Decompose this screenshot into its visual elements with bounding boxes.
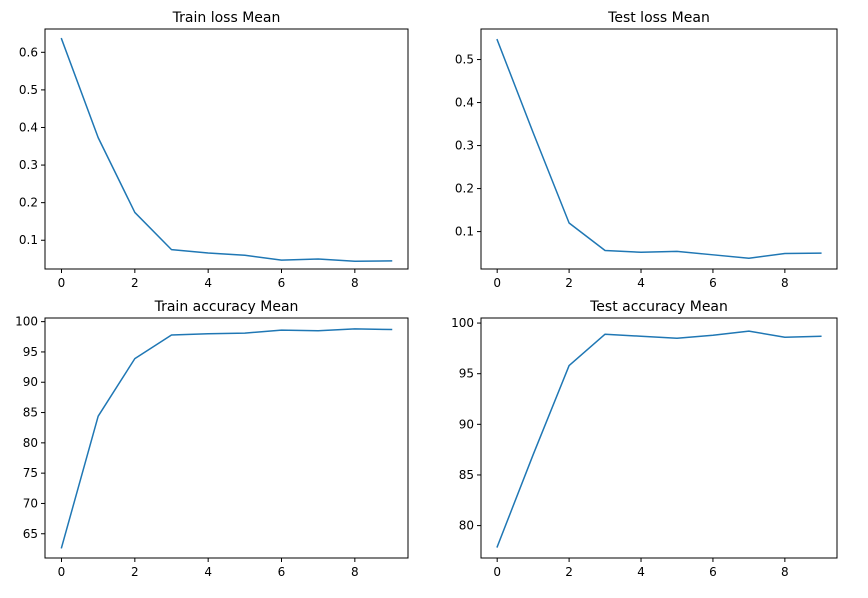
train-accuracy-panel: Train accuracy Mean 0 2 4 6 8 65 70 75 80 85 90 95 10… (15, 299, 409, 579)
test-accuracy-axes-frame (480, 317, 838, 559)
train-accuracy-y-tick-label: 80 (23, 436, 38, 450)
test-accuracy-x-tick-label: 6 (709, 565, 717, 579)
train-loss-x-tick-label: 6 (278, 276, 286, 290)
test-loss-x-tick-label: 0 (493, 276, 501, 290)
test-loss-y-tick-label: 0.1 (455, 225, 474, 239)
train-accuracy-x-tick-label: 8 (351, 565, 359, 579)
test-accuracy-y-tick-label: 85 (459, 468, 474, 482)
train-loss-y-tick-label: 0.2 (19, 196, 38, 210)
test-loss-x-tick-label: 6 (709, 276, 717, 290)
test-loss-x-tick-label: 4 (637, 276, 645, 290)
train-loss-y-tick-label: 0.1 (19, 233, 38, 247)
train-accuracy-y-tick-label: 75 (23, 466, 38, 480)
test-accuracy-y-tick-label: 80 (459, 519, 474, 533)
train-accuracy-x-tick-label: 4 (204, 565, 212, 579)
train-accuracy-x-tick-label: 0 (58, 565, 66, 579)
train-accuracy-axes-frame (44, 317, 409, 559)
train-accuracy-y-tick-label: 85 (23, 406, 38, 420)
train-accuracy-x-tick-label: 2 (131, 565, 139, 579)
train-loss-axes-frame (44, 28, 409, 270)
test-accuracy-x-tick-label: 8 (781, 565, 789, 579)
test-loss-x-tick-label: 2 (565, 276, 573, 290)
train-loss-y-tick-label: 0.6 (19, 45, 38, 59)
test-accuracy-x-tick-label: 0 (493, 565, 501, 579)
test-loss-panel: Test loss Mean 0 2 4 6 8 0.1 0.2 0.3 0.4 0.5 (455, 10, 838, 290)
test-accuracy-x-tick-label: 4 (637, 565, 645, 579)
train-accuracy-y-tick-label: 90 (23, 375, 38, 389)
test-loss-title: Test loss Mean (607, 10, 710, 26)
test-loss-axes-frame (480, 28, 838, 270)
test-accuracy-panel: Test accuracy Mean 0 2 4 6 8 80 85 90 95 100 (451, 299, 838, 579)
test-accuracy-y-tick-label: 90 (459, 417, 474, 431)
test-loss-y-tick-label: 0.2 (455, 182, 474, 196)
train-loss-x-tick-label: 0 (58, 276, 66, 290)
train-loss-y-tick-label: 0.5 (19, 83, 38, 97)
train-loss-y-tick-label: 0.4 (19, 120, 38, 134)
test-loss-series-line-0 (496, 38, 822, 259)
train-loss-y-tick-label: 0.3 (19, 158, 38, 172)
train-loss-title: Train loss Mean (172, 10, 281, 26)
train-accuracy-title: Train accuracy Mean (154, 299, 299, 315)
train-accuracy-y-tick-label: 100 (15, 315, 38, 329)
test-accuracy-series-line-0 (496, 330, 822, 548)
test-loss-y-tick-label: 0.4 (455, 96, 474, 110)
train-loss-x-tick-label: 4 (204, 276, 212, 290)
train-accuracy-series-line-0 (60, 328, 393, 549)
test-accuracy-x-tick-label: 2 (565, 565, 573, 579)
test-loss-y-tick-label: 0.5 (455, 53, 474, 67)
test-accuracy-y-tick-label: 95 (459, 367, 474, 381)
train-accuracy-x-tick-label: 6 (278, 565, 286, 579)
train-accuracy-y-tick-label: 95 (23, 345, 38, 359)
train-loss-x-tick-label: 2 (131, 276, 139, 290)
test-loss-x-tick-label: 8 (781, 276, 789, 290)
test-accuracy-y-tick-label: 100 (451, 316, 474, 330)
test-accuracy-title: Test accuracy Mean (589, 299, 728, 315)
test-loss-y-tick-label: 0.3 (455, 139, 474, 153)
train-accuracy-y-tick-label: 70 (23, 496, 38, 510)
train-loss-x-tick-label: 8 (351, 276, 359, 290)
train-accuracy-y-tick-label: 65 (23, 527, 38, 541)
train-loss-series-line-0 (60, 37, 393, 263)
train-loss-panel: Train loss Mean 0 2 4 6 8 0.1 0.2 0.3 0.4 0.5 0.6 (19, 10, 409, 290)
